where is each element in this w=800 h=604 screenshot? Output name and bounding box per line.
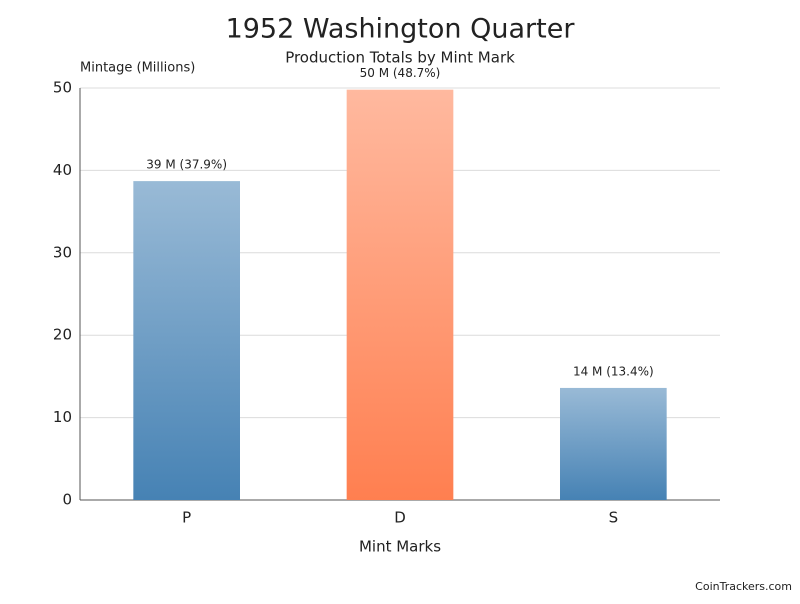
y-tick-label: 20 — [53, 326, 72, 344]
y-tick-label: 0 — [62, 491, 72, 509]
chart-subtitle: Production Totals by Mint Mark — [285, 49, 515, 67]
x-axis-label: Mint Marks — [359, 538, 441, 556]
x-tick-label: D — [394, 509, 406, 527]
chart-title: 1952 Washington Quarter — [226, 14, 576, 45]
x-tick-label: P — [182, 509, 191, 527]
bar — [560, 387, 667, 500]
x-tick-label: S — [609, 509, 619, 527]
y-tick-label: 10 — [53, 408, 72, 426]
y-tick-label: 40 — [53, 161, 72, 179]
value-label: 50 M (48.7%) — [360, 66, 441, 80]
bar — [346, 89, 454, 500]
value-label: 14 M (13.4%) — [573, 364, 654, 378]
value-label: 39 M (37.9%) — [146, 158, 227, 172]
y-tick-label: 30 — [53, 243, 72, 261]
y-axis-label: Mintage (Millions) — [80, 61, 195, 76]
y-tick-label: 50 — [53, 79, 72, 97]
bar — [133, 181, 240, 500]
source: CoinTrackers.com — [695, 580, 792, 593]
